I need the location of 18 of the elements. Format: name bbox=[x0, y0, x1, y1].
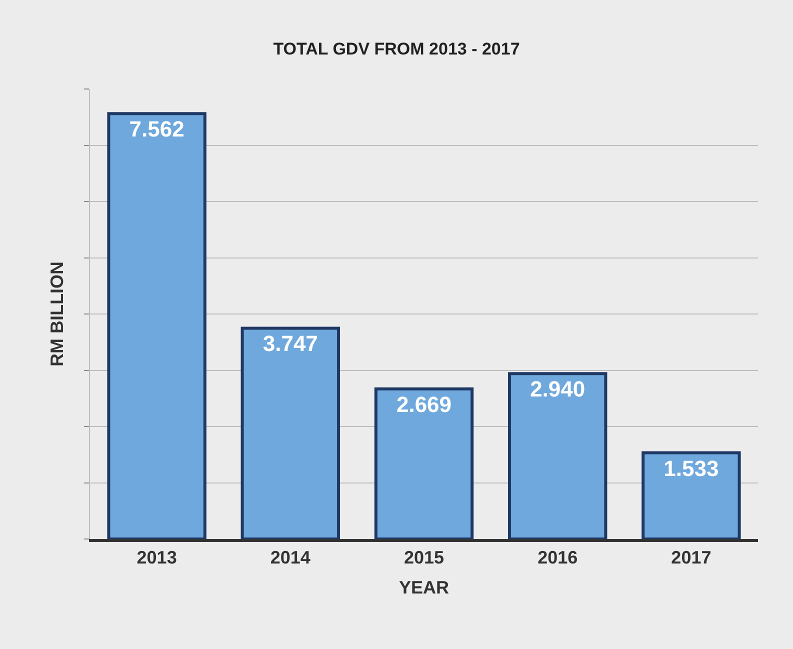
x-tick-label: 2015 bbox=[404, 548, 444, 568]
chart-title: TOTAL GDV FROM 2013 - 2017 bbox=[273, 40, 520, 59]
data-label: 7.562 bbox=[129, 116, 184, 142]
data-label: 2.669 bbox=[396, 392, 452, 417]
bar bbox=[374, 387, 474, 539]
data-label: 3.747 bbox=[262, 331, 318, 356]
bar bbox=[642, 451, 741, 539]
x-axis-title: YEAR bbox=[398, 578, 450, 598]
y-axis-title: RM BILLION bbox=[47, 262, 68, 366]
bar bbox=[107, 112, 206, 539]
x-tick-label: 2017 bbox=[671, 548, 712, 568]
x-tick-label: 2014 bbox=[270, 548, 310, 568]
data-label: 2.940 bbox=[530, 376, 586, 402]
bar bbox=[508, 372, 608, 539]
x-tick-label: 2016 bbox=[538, 548, 578, 568]
data-label: 1.533 bbox=[664, 456, 719, 481]
bar bbox=[240, 326, 340, 539]
x-tick-label: 2013 bbox=[136, 548, 177, 568]
